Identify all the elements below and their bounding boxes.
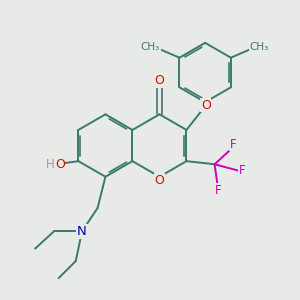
Text: F: F [230,138,237,151]
Text: O: O [55,158,65,171]
Text: F: F [214,184,221,197]
Text: CH₃: CH₃ [141,42,160,52]
Text: O: O [201,99,211,112]
Text: O: O [154,74,164,87]
Text: O: O [154,174,164,187]
Text: CH₃: CH₃ [249,42,268,52]
Text: F: F [238,164,245,177]
Text: N: N [77,225,87,238]
Text: H: H [46,158,55,171]
